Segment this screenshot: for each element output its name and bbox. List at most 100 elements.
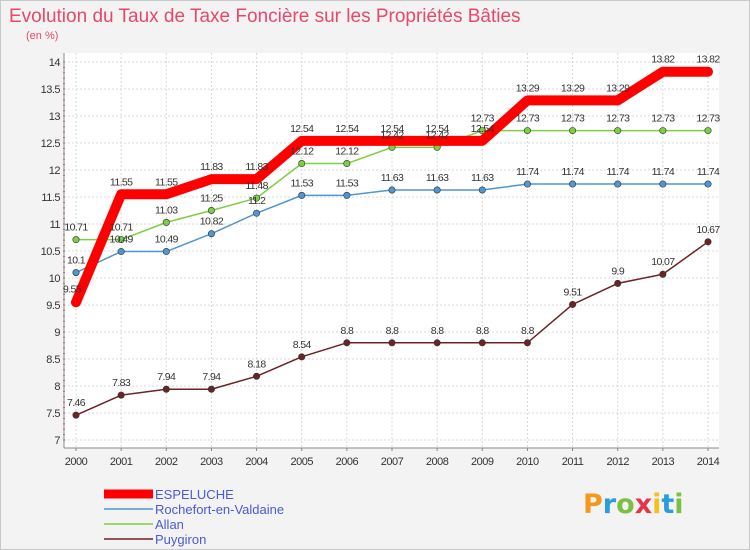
logo-letter: P — [583, 489, 603, 520]
x-tick-label: 2003 — [200, 456, 223, 468]
legend-label: Puygiron — [155, 532, 206, 547]
data-point — [298, 191, 306, 199]
logo-letter: x — [634, 489, 653, 520]
data-label: 12.73 — [651, 113, 675, 125]
data-point — [162, 385, 170, 393]
data-label: 11.53 — [290, 177, 313, 189]
y-tick-label: 10 — [49, 273, 61, 285]
data-label: 7.94 — [202, 371, 221, 383]
data-label: 11.25 — [200, 193, 223, 205]
data-label: 9.55 — [63, 283, 82, 295]
proxiti-logo: Proxiti — [583, 489, 684, 520]
data-label: 12.54 — [290, 123, 314, 135]
x-tick-label: 2012 — [606, 456, 629, 468]
y-tick-label: 7 — [54, 435, 60, 447]
data-point — [343, 339, 351, 347]
data-label: 7.94 — [157, 371, 176, 383]
legend-label: Allan — [155, 517, 184, 532]
logo-letter: r — [602, 489, 617, 520]
data-point — [117, 236, 125, 244]
data-point — [388, 186, 396, 194]
x-tick-label: 2004 — [245, 456, 268, 468]
data-label: 11.63 — [426, 172, 449, 184]
x-tick-label: 2014 — [697, 456, 720, 468]
data-label: 11.48 — [245, 180, 268, 192]
data-label: 10.71 — [64, 222, 88, 234]
data-point — [704, 180, 712, 188]
data-label: 10.07 — [651, 256, 675, 268]
data-label: 11.03 — [155, 204, 178, 216]
data-point — [117, 391, 125, 399]
data-label: 12.54 — [426, 123, 450, 135]
data-point — [704, 238, 712, 246]
data-point — [388, 339, 396, 347]
data-label: 8.8 — [386, 325, 400, 337]
data-label: 11.63 — [471, 172, 494, 184]
data-point — [298, 160, 306, 168]
x-tick-label: 2005 — [290, 456, 313, 468]
data-label: 13.82 — [696, 54, 720, 66]
x-tick-label: 2007 — [381, 456, 404, 468]
data-label: 12.73 — [516, 113, 540, 125]
data-label: 12.73 — [606, 113, 630, 125]
data-point — [659, 270, 667, 278]
data-label: 12.54 — [335, 123, 359, 135]
data-label: 12.54 — [471, 123, 495, 135]
data-point — [72, 236, 80, 244]
data-point — [253, 372, 261, 380]
data-label: 12.12 — [335, 146, 359, 158]
data-label: 11.55 — [155, 176, 178, 188]
y-tick-label: 11.5 — [41, 192, 60, 204]
logo-letter: t — [661, 489, 675, 520]
legend-label: Rochefort-en-Valdaine — [155, 502, 284, 517]
y-tick-label: 13.5 — [41, 84, 61, 96]
data-label: 12.42 — [426, 129, 450, 141]
x-tick-label: 2006 — [336, 456, 359, 468]
data-point — [207, 230, 215, 238]
data-label: 11.74 — [561, 166, 584, 178]
data-point — [298, 353, 306, 361]
data-label: 8.8 — [431, 325, 445, 337]
chart-subtitle: (en %) — [26, 30, 59, 42]
data-label: 11.83 — [245, 161, 268, 173]
data-label: 11.63 — [381, 172, 404, 184]
data-label: 11.74 — [606, 166, 629, 178]
y-tick-label: 11 — [50, 219, 61, 231]
data-point — [343, 191, 351, 199]
data-point — [614, 127, 622, 135]
data-label: 11.53 — [336, 177, 359, 189]
data-label: 11.74 — [516, 166, 539, 178]
data-label: 12.54 — [380, 123, 404, 135]
data-point — [569, 180, 577, 188]
data-label: 13.82 — [651, 54, 675, 66]
data-point — [253, 194, 261, 202]
data-point — [207, 207, 215, 215]
x-tick-label: 2010 — [516, 456, 539, 468]
x-tick-label: 2008 — [426, 456, 449, 468]
data-label: 10.82 — [200, 216, 224, 228]
data-point — [162, 248, 170, 256]
data-label: 10.49 — [110, 234, 134, 246]
data-label: 8.54 — [293, 339, 312, 351]
data-label: 10.1 — [67, 255, 86, 267]
data-point — [478, 339, 486, 347]
y-tick-label: 9.5 — [46, 300, 60, 312]
x-tick-label: 2000 — [65, 456, 88, 468]
data-point — [72, 269, 80, 277]
data-point — [659, 127, 667, 135]
y-tick-label: 14 — [49, 57, 61, 69]
data-label: 11.74 — [652, 166, 675, 178]
data-label: 12.12 — [290, 146, 314, 158]
data-label: 8.8 — [340, 325, 354, 337]
data-point — [569, 300, 577, 308]
x-tick-label: 2009 — [471, 456, 494, 468]
data-point — [523, 127, 531, 135]
data-label: 13.29 — [606, 82, 630, 94]
series-line-espeluche — [71, 66, 713, 308]
data-point — [659, 180, 667, 188]
data-point — [614, 180, 622, 188]
logo-letter: i — [652, 489, 662, 520]
x-tick-label: 2011 — [562, 456, 584, 468]
